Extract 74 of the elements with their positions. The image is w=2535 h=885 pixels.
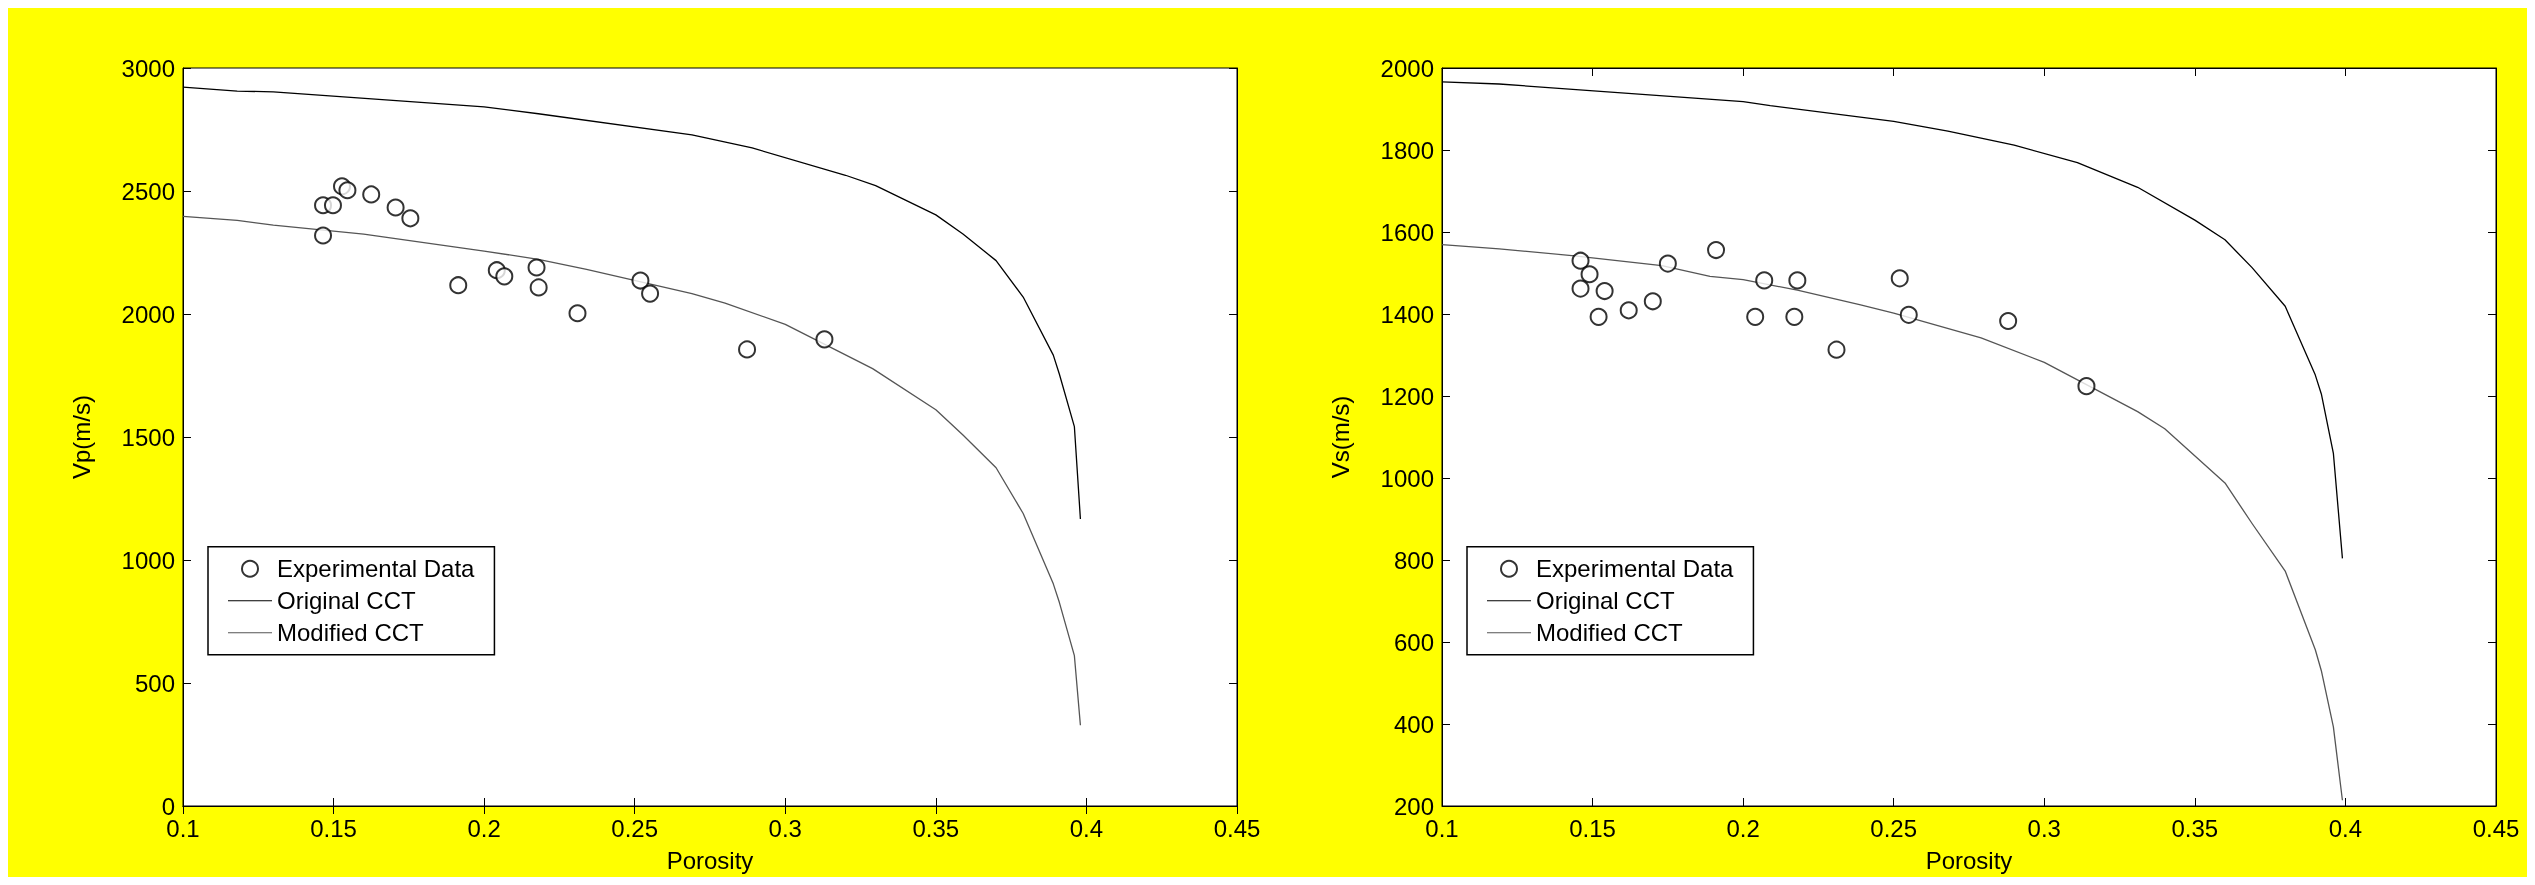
point <box>631 271 650 290</box>
y-tick-label: 3000 <box>121 54 175 82</box>
line-series <box>182 215 1082 726</box>
point <box>1707 241 1726 260</box>
point <box>527 258 546 277</box>
y-tick-label: 1000 <box>121 546 175 574</box>
y-tick-label: 800 <box>1393 546 1434 574</box>
x-tick-label: 0.45 <box>2472 814 2520 842</box>
point <box>1788 271 1807 290</box>
y-tick-label: 1000 <box>1380 464 1434 492</box>
legend-label: Modified CCT <box>1536 619 1684 647</box>
x-tick-label: 0.35 <box>912 814 960 842</box>
x-tick-label: 0.2 <box>467 814 501 842</box>
y-tick-label: 1800 <box>1380 136 1434 164</box>
x-tick-label: 0.3 <box>2027 814 2061 842</box>
y-tick-label: 400 <box>1393 710 1434 738</box>
point <box>314 226 333 245</box>
y-axis-title: Vp(m/s) <box>67 395 95 479</box>
point <box>401 209 420 228</box>
point <box>1571 251 1590 270</box>
point <box>738 340 757 359</box>
y-axis-title: Vs(m/s) <box>1326 395 1354 479</box>
point <box>1643 292 1662 311</box>
y-tick-label: 1500 <box>121 423 175 451</box>
point <box>323 196 342 215</box>
legend-label: Experimental Data <box>277 555 476 583</box>
x-tick-label: 0.25 <box>1870 814 1918 842</box>
x-tick-label: 0.45 <box>1213 814 1261 842</box>
point <box>1658 254 1677 273</box>
x-tick-label: 0.25 <box>611 814 659 842</box>
x-tick-label: 0.15 <box>310 814 357 842</box>
x-tick-label: 0.4 <box>1069 814 1104 842</box>
y-tick-label: 500 <box>134 669 175 697</box>
y-tick-label: 1200 <box>1380 382 1434 410</box>
legend-label: Original CCT <box>277 587 417 615</box>
y-tick-label: 600 <box>1393 628 1434 656</box>
point <box>815 330 834 349</box>
point <box>1589 307 1608 326</box>
point <box>1580 265 1599 284</box>
point <box>1899 305 1918 324</box>
y-tick-label: 2000 <box>1380 54 1434 82</box>
x-tick-label: 0.15 <box>1569 814 1616 842</box>
point <box>1595 282 1614 301</box>
y-tick-label: 2500 <box>121 177 175 205</box>
x-axis-title: Porosity <box>1925 846 2013 874</box>
legend-label: Modified CCT <box>277 619 425 647</box>
point <box>568 304 587 323</box>
y-tick-label: 1400 <box>1380 300 1434 328</box>
point <box>1785 307 1804 326</box>
x-tick-label: 0.3 <box>768 814 802 842</box>
x-tick-label: 0.4 <box>2328 814 2363 842</box>
point <box>1619 301 1638 320</box>
y-tick-label: 1600 <box>1380 218 1434 246</box>
point <box>362 185 381 204</box>
point <box>1827 340 1846 359</box>
point <box>529 278 548 297</box>
x-tick-label: 0.2 <box>1726 814 1760 842</box>
point <box>1746 307 1765 326</box>
point <box>338 181 357 200</box>
x-axis-title: Porosity <box>666 846 754 874</box>
point <box>1890 269 1909 288</box>
point <box>449 276 468 295</box>
point <box>1571 279 1590 298</box>
point <box>386 198 405 217</box>
line-series <box>1441 244 2344 801</box>
legend-label: Experimental Data <box>1536 555 1735 583</box>
point <box>1755 271 1774 290</box>
point <box>1999 311 2018 330</box>
point <box>495 267 514 286</box>
legend-label: Original CCT <box>1536 587 1676 615</box>
y-tick-label: 2000 <box>121 300 175 328</box>
x-tick-label: 0.35 <box>2171 814 2219 842</box>
point <box>2077 377 2096 396</box>
point <box>641 284 660 303</box>
